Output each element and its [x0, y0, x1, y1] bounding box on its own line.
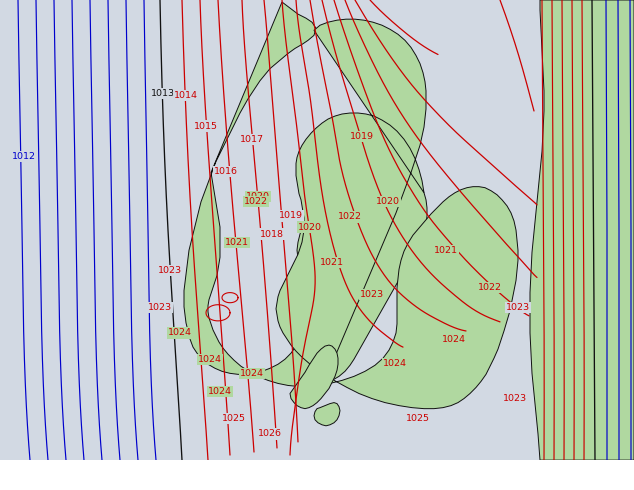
- Text: 1026: 1026: [258, 429, 282, 439]
- Text: 1021: 1021: [320, 258, 344, 267]
- Text: 1023: 1023: [158, 266, 182, 275]
- Text: 1021: 1021: [434, 246, 458, 255]
- Text: 1014: 1014: [174, 91, 198, 100]
- Text: 1013: 1013: [151, 89, 175, 98]
- Text: 1020: 1020: [298, 222, 322, 232]
- Text: 1020: 1020: [246, 192, 270, 201]
- Text: 1024: 1024: [442, 335, 466, 343]
- Polygon shape: [184, 2, 427, 387]
- Text: 1024: 1024: [383, 359, 407, 368]
- Text: 1024: 1024: [198, 355, 222, 364]
- Text: 1025: 1025: [406, 414, 430, 423]
- Text: 1018: 1018: [260, 230, 284, 239]
- Text: ©weatheronline.co.uk: ©weatheronline.co.uk: [512, 479, 630, 489]
- Text: 1023: 1023: [148, 303, 172, 312]
- Polygon shape: [290, 345, 338, 409]
- Text: 1025: 1025: [222, 414, 246, 423]
- Text: 1024: 1024: [168, 328, 192, 338]
- Text: 1015: 1015: [194, 122, 218, 131]
- Text: 1022: 1022: [338, 213, 362, 221]
- Text: 1023: 1023: [503, 394, 527, 403]
- Text: 1020: 1020: [376, 197, 400, 206]
- Text: 1023: 1023: [360, 290, 384, 299]
- Text: 1017: 1017: [240, 135, 264, 144]
- Text: 1021: 1021: [225, 238, 249, 246]
- Text: Surface pressure [hPa] ECMWF: Surface pressure [hPa] ECMWF: [4, 466, 193, 476]
- Polygon shape: [314, 403, 340, 426]
- Text: 1012: 1012: [12, 152, 36, 161]
- Text: 1016: 1016: [214, 167, 238, 176]
- Polygon shape: [530, 0, 634, 460]
- Text: 1022: 1022: [478, 283, 502, 292]
- Text: Su 12-05-2024 00:00 UTC (12+60): Su 12-05-2024 00:00 UTC (12+60): [421, 466, 630, 476]
- Text: 1019: 1019: [279, 211, 303, 220]
- Text: 1022: 1022: [244, 197, 268, 206]
- Text: 1024: 1024: [240, 369, 264, 378]
- Text: 1019: 1019: [350, 132, 374, 141]
- Polygon shape: [276, 19, 518, 409]
- Text: 1024: 1024: [208, 387, 232, 396]
- Text: 1023: 1023: [506, 303, 530, 312]
